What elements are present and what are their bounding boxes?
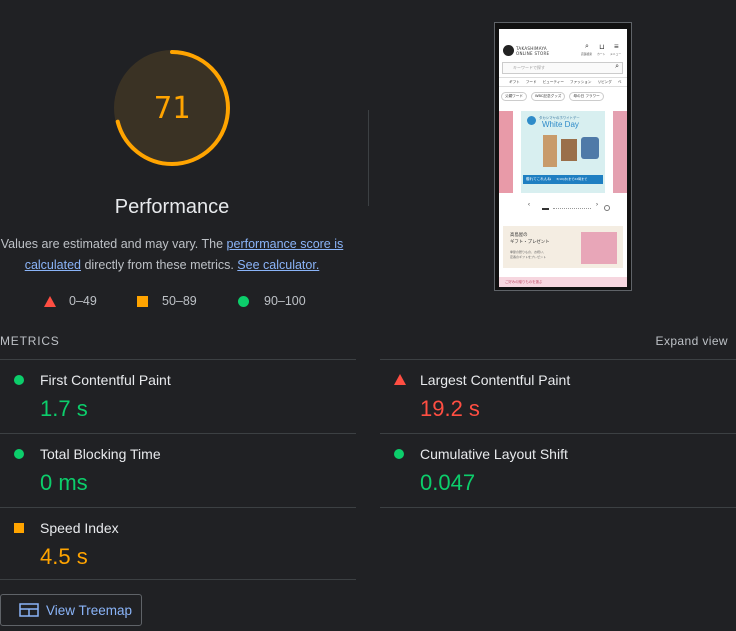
banner-cta: 贈れてこれんね 3/10(水)まで22時まで: [523, 175, 603, 184]
legend-range: 50–89: [162, 294, 197, 308]
pass-circle-icon: [14, 449, 24, 459]
metric-tbt-name: Total Blocking Time: [40, 446, 161, 462]
header-icon-label: メニュー: [610, 52, 622, 56]
metric-cls-name: Cumulative Layout Shift: [420, 446, 568, 462]
divider: [0, 579, 356, 580]
final-screenshot-image: TAKASHIMAYA ONLINE STORE ⌕ ⊔ ≡ 店舗検索 カート …: [499, 29, 627, 287]
chip: 母の日 フラワー: [569, 92, 604, 101]
banner-subtitle: タカシマヤのホワイトデー: [539, 116, 580, 120]
legend-pass: 90–100: [238, 294, 306, 308]
performance-score: 71: [153, 90, 191, 126]
chevron-right-icon: ›: [596, 202, 598, 208]
banner-product: [581, 137, 599, 159]
banner-product: [543, 135, 557, 167]
banner-cta-date: 3/10(水)まで22時まで: [556, 177, 588, 181]
carousel-prev-slide: [499, 111, 513, 193]
average-square-icon: [14, 523, 24, 533]
footer-banner-text: ご好みの贈りものを選ぶ: [505, 280, 543, 284]
score-description: Values are estimated and may vary. The p…: [0, 234, 344, 276]
header-icon-label: 店舗検索: [581, 52, 593, 56]
nav-item: ファッション: [569, 80, 592, 84]
triangle-icon: [44, 295, 56, 307]
metric-fcp-value: 1.7 s: [40, 396, 88, 421]
carousel-next-slide: [613, 111, 627, 193]
performance-score-gauge: [114, 50, 230, 166]
bird-icon: [527, 116, 536, 125]
gauge-background: [114, 50, 230, 166]
performance-score-link[interactable]: performance score is calculated: [24, 237, 344, 272]
search-icon: ⌕: [615, 63, 619, 70]
metric-lcp-name: Largest Contentful Paint: [420, 372, 571, 388]
category-title: Performance: [114, 196, 230, 218]
chip-row: 父親ワード WBC記念グッズ 母の日 フラワー: [501, 92, 627, 101]
divider: [380, 433, 736, 434]
description-text-2: directly from these metrics.: [81, 258, 238, 272]
expand-view-toggle[interactable]: Expand view: [655, 334, 728, 348]
final-screenshot[interactable]: TAKASHIMAYA ONLINE STORE ⌕ ⊔ ≡ 店舗検索 カート …: [494, 22, 632, 291]
divider: [368, 110, 369, 206]
banner-cta-label: 贈れてこれんね: [526, 177, 552, 181]
metric-si-value: 4.5 s: [40, 544, 88, 569]
chevron-left-icon: ‹: [528, 202, 530, 208]
pass-circle-icon: [394, 449, 404, 459]
header-icon-label: カート: [597, 52, 606, 56]
metric-tbt-value: 0 ms: [40, 470, 88, 495]
gift-text-2: 定番のギフトをプレゼント: [510, 255, 547, 259]
legend-fail: 0–49: [44, 294, 97, 308]
divider: [0, 433, 356, 434]
gift-banner: 高島屋の ギフト・プレゼント 季節の贈りもの、お祝い、 定番のギフトをプレゼント: [503, 226, 623, 268]
brand-line-2: ONLINE STORE: [516, 51, 550, 56]
gift-title-2: ギフト・プレゼント: [510, 240, 550, 245]
cart-icon: ⊔: [599, 44, 605, 51]
gift-image: [581, 232, 617, 264]
metrics-label: METRICS: [0, 334, 60, 348]
fail-triangle-icon: [394, 374, 406, 385]
circle-icon: [238, 295, 249, 307]
pass-circle-icon: [14, 375, 24, 385]
view-treemap-button[interactable]: View Treemap: [0, 594, 142, 626]
metric-fcp-name: First Contentful Paint: [40, 372, 171, 388]
brand-name: TAKASHIMAYA ONLINE STORE: [516, 46, 549, 56]
metric-cls-value: 0.047: [420, 470, 476, 495]
search-icon: ⌕: [585, 43, 589, 50]
search-placeholder: キーワードで探す: [513, 65, 545, 70]
legend-range: 0–49: [69, 294, 97, 308]
square-icon: [137, 295, 148, 307]
calculator-link[interactable]: See calculator.: [237, 258, 320, 272]
legend-range: 90–100: [264, 294, 306, 308]
gift-title-1: 高島屋の: [510, 233, 528, 238]
carousel-indicators: [553, 208, 591, 210]
nav-item: ビューティー: [542, 80, 564, 84]
chip: WBC記念グッズ: [530, 92, 566, 101]
gauge-arc: [114, 50, 230, 166]
view-treemap-label: View Treemap: [46, 602, 133, 618]
brand-line-1: TAKASHIMAYA: [516, 46, 547, 51]
divider: [0, 507, 356, 508]
search-box: キーワードで探す ⌕: [502, 62, 623, 74]
nav-item: ベ: [617, 80, 622, 84]
divider: [380, 359, 736, 360]
chip: 父親ワード: [501, 92, 527, 101]
nav-item: フード: [525, 80, 537, 84]
metric-si-name: Speed Index: [40, 520, 119, 536]
carousel-indicator-active: [542, 208, 549, 210]
legend-average: 50–89: [137, 294, 197, 308]
metric-lcp-value: 19.2 s: [420, 396, 480, 421]
gift-text-1: 季節の贈りもの、お祝い、: [510, 250, 547, 254]
divider: [0, 359, 356, 360]
footer-banner: ご好みの贈りものを選ぶ: [499, 277, 627, 287]
banner-title: White Day: [542, 120, 579, 129]
divider: [380, 507, 736, 508]
nav-item: リビング: [597, 80, 612, 84]
treemap-icon: [19, 603, 39, 617]
menu-icon: ≡: [614, 42, 619, 51]
brand-logo: [503, 45, 514, 56]
description-text: Values are estimated and may vary. The: [0, 237, 227, 251]
pause-icon: [604, 205, 610, 211]
banner-product: [561, 139, 577, 161]
nav-item: ギフト: [509, 80, 520, 84]
banner: タカシマヤのホワイトデー White Day 贈れてこれんね 3/10(水)まで…: [521, 111, 605, 193]
category-nav: ギフト フード ビューティー ファッション リビング ベ: [499, 77, 627, 87]
